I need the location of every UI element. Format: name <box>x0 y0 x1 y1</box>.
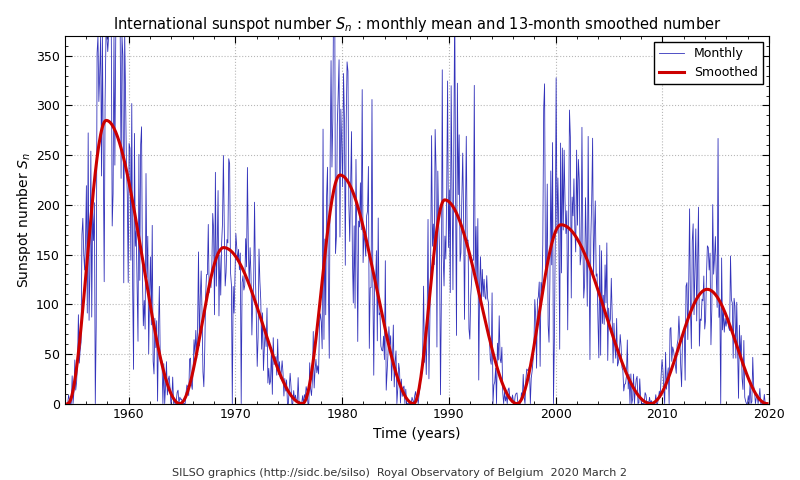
Legend: Monthly, Smoothed: Monthly, Smoothed <box>654 42 763 84</box>
Monthly <box>640 390 650 396</box>
Y-axis label: Sunspot number $S_n$: Sunspot number $S_n$ <box>15 152 33 288</box>
Monthly <box>63 401 73 407</box>
Smoothed <box>400 393 410 399</box>
Smoothed <box>516 398 526 404</box>
Smoothed <box>343 179 353 184</box>
Line: Smoothed: Smoothed <box>68 120 767 404</box>
Monthly <box>762 401 772 407</box>
Monthly <box>400 401 410 407</box>
Smoothed <box>499 384 509 389</box>
Monthly <box>499 401 509 407</box>
Smoothed <box>101 118 110 123</box>
Title: International sunspot number $S_n$ : monthly mean and 13-month smoothed number: International sunspot number $S_n$ : mon… <box>113 15 721 34</box>
Line: Monthly: Monthly <box>68 0 767 404</box>
Smoothed <box>640 399 650 405</box>
X-axis label: Time (years): Time (years) <box>373 427 461 441</box>
Smoothed <box>202 292 212 298</box>
Text: SILSO graphics (http://sidc.be/silso)  Royal Observatory of Belgium  2020 March : SILSO graphics (http://sidc.be/silso) Ro… <box>173 468 627 478</box>
Monthly <box>343 68 353 74</box>
Monthly <box>516 400 526 406</box>
Monthly <box>202 272 211 277</box>
Smoothed <box>63 401 73 407</box>
Smoothed <box>762 401 772 407</box>
